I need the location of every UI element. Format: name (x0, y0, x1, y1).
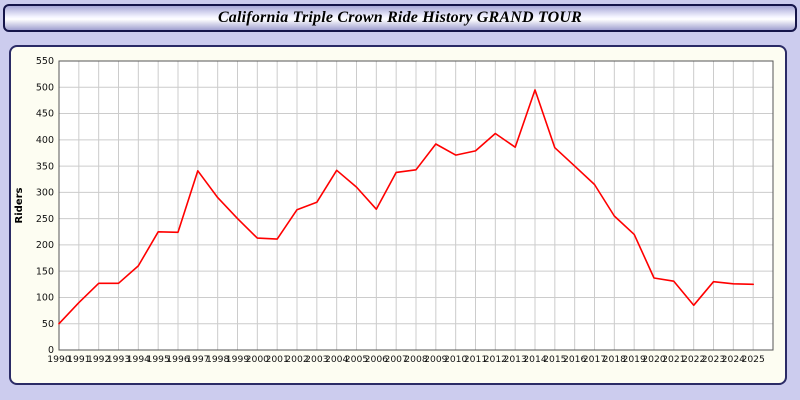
svg-text:2003: 2003 (305, 354, 329, 365)
svg-text:2007: 2007 (384, 354, 408, 365)
svg-text:550: 550 (36, 56, 54, 67)
svg-text:1992: 1992 (87, 354, 110, 365)
svg-text:2024: 2024 (722, 354, 746, 365)
svg-text:1999: 1999 (226, 354, 250, 365)
svg-text:50: 50 (42, 319, 54, 330)
ride-history-line-chart: 0501001502002503003504004505005501990199… (14, 56, 774, 365)
svg-text:2006: 2006 (365, 354, 389, 365)
svg-text:Riders: Riders (14, 187, 25, 223)
svg-text:1990: 1990 (47, 354, 71, 365)
svg-text:2012: 2012 (484, 354, 507, 365)
svg-text:250: 250 (36, 214, 54, 225)
svg-text:1997: 1997 (186, 354, 210, 365)
svg-text:500: 500 (36, 82, 54, 93)
svg-text:2000: 2000 (246, 354, 270, 365)
svg-text:2016: 2016 (563, 354, 587, 365)
svg-text:2025: 2025 (741, 354, 765, 365)
svg-text:2010: 2010 (444, 354, 468, 365)
svg-text:150: 150 (36, 266, 54, 277)
chart-panel: 0 50 100 150 200 250 300 350 400 450 500 550 1990 199… (9, 45, 787, 385)
svg-text:2005: 2005 (345, 354, 369, 365)
svg-text:2020: 2020 (642, 354, 666, 365)
svg-text:1991: 1991 (67, 354, 90, 365)
svg-text:1998: 1998 (206, 354, 230, 365)
svg-text:2022: 2022 (682, 354, 705, 365)
svg-text:1995: 1995 (146, 354, 170, 365)
svg-text:450: 450 (36, 109, 54, 120)
svg-text:2004: 2004 (325, 354, 349, 365)
svg-text:2015: 2015 (543, 354, 567, 365)
svg-text:2021: 2021 (662, 354, 685, 365)
svg-text:350: 350 (36, 161, 54, 172)
svg-text:2018: 2018 (603, 354, 627, 365)
svg-text:0: 0 (48, 345, 54, 356)
chart-header: California Triple Crown Ride History GRA… (3, 4, 797, 32)
svg-text:1996: 1996 (166, 354, 190, 365)
svg-text:2002: 2002 (285, 354, 308, 365)
svg-text:400: 400 (36, 135, 54, 146)
svg-text:2013: 2013 (503, 354, 527, 365)
svg-text:1993: 1993 (107, 354, 131, 365)
svg-text:2001: 2001 (265, 354, 288, 365)
svg-text:2014: 2014 (523, 354, 547, 365)
svg-text:2011: 2011 (464, 354, 487, 365)
svg-text:2023: 2023 (702, 354, 726, 365)
svg-text:200: 200 (36, 240, 54, 251)
svg-text:2009: 2009 (424, 354, 448, 365)
svg-text:100: 100 (36, 293, 54, 304)
svg-text:2008: 2008 (404, 354, 428, 365)
page-title: California Triple Crown Ride History GRA… (217, 9, 583, 26)
svg-text:1994: 1994 (127, 354, 151, 365)
svg-text:2019: 2019 (622, 354, 646, 365)
svg-text:300: 300 (36, 188, 54, 199)
svg-text:2017: 2017 (583, 354, 607, 365)
